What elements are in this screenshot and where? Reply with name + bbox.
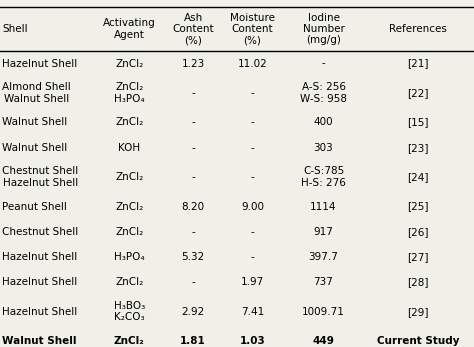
- Text: Peanut Shell: Peanut Shell: [2, 202, 67, 212]
- Text: References: References: [389, 24, 447, 34]
- Text: ZnCl₂: ZnCl₂: [115, 202, 143, 212]
- Text: -: -: [191, 143, 195, 153]
- Text: 1.81: 1.81: [180, 336, 206, 346]
- Text: [24]: [24]: [408, 172, 429, 182]
- Text: -: -: [191, 117, 195, 127]
- Text: 917: 917: [314, 227, 333, 237]
- Text: 8.20: 8.20: [182, 202, 205, 212]
- Text: C-S:785
H-S: 276: C-S:785 H-S: 276: [301, 167, 346, 188]
- Text: -: -: [251, 252, 254, 262]
- Text: KOH: KOH: [118, 143, 140, 153]
- Text: [21]: [21]: [408, 59, 429, 68]
- Text: [29]: [29]: [408, 307, 429, 317]
- Text: -: -: [251, 88, 254, 98]
- Text: Hazelnut Shell: Hazelnut Shell: [2, 278, 78, 287]
- Text: Hazelnut Shell: Hazelnut Shell: [2, 59, 78, 68]
- Text: 737: 737: [314, 278, 333, 287]
- Text: Hazelnut Shell: Hazelnut Shell: [2, 252, 78, 262]
- Text: -: -: [251, 227, 254, 237]
- Text: [23]: [23]: [408, 143, 429, 153]
- Text: 11.02: 11.02: [237, 59, 267, 68]
- Text: -: -: [191, 278, 195, 287]
- Text: H₃BO₃
K₂CO₃: H₃BO₃ K₂CO₃: [114, 301, 145, 322]
- Text: ZnCl₂: ZnCl₂: [115, 278, 143, 287]
- Text: ZnCl₂: ZnCl₂: [115, 59, 143, 68]
- Text: [28]: [28]: [408, 278, 429, 287]
- Text: 1.23: 1.23: [182, 59, 205, 68]
- Text: 1114: 1114: [310, 202, 337, 212]
- Text: Ash
Content
(%): Ash Content (%): [173, 13, 214, 45]
- Text: Activating
Agent: Activating Agent: [103, 18, 155, 40]
- Text: [25]: [25]: [408, 202, 429, 212]
- Text: Walnut Shell: Walnut Shell: [2, 143, 68, 153]
- Text: A-S: 256
W-S: 958: A-S: 256 W-S: 958: [300, 82, 347, 103]
- Text: Chestnut Shell
Hazelnut Shell: Chestnut Shell Hazelnut Shell: [2, 167, 79, 188]
- Text: [27]: [27]: [408, 252, 429, 262]
- Text: 1009.71: 1009.71: [302, 307, 345, 317]
- Text: Walnut Shell: Walnut Shell: [2, 117, 68, 127]
- Text: 1.03: 1.03: [239, 336, 265, 346]
- Text: 1.97: 1.97: [241, 278, 264, 287]
- Text: ZnCl₂
H₃PO₄: ZnCl₂ H₃PO₄: [114, 82, 145, 103]
- Text: 7.41: 7.41: [241, 307, 264, 317]
- Text: H₃PO₄: H₃PO₄: [114, 252, 145, 262]
- Text: -: -: [322, 59, 325, 68]
- Text: Walnut Shell: Walnut Shell: [2, 336, 77, 346]
- Text: Iodine
Number
(mg/g): Iodine Number (mg/g): [302, 13, 345, 45]
- Text: -: -: [251, 172, 254, 182]
- Text: 2.92: 2.92: [182, 307, 205, 317]
- Text: -: -: [251, 117, 254, 127]
- Text: -: -: [191, 172, 195, 182]
- Text: 397.7: 397.7: [309, 252, 338, 262]
- Text: Hazelnut Shell: Hazelnut Shell: [2, 307, 78, 317]
- Text: Shell: Shell: [2, 24, 28, 34]
- Text: 9.00: 9.00: [241, 202, 264, 212]
- Text: -: -: [251, 143, 254, 153]
- Text: [26]: [26]: [408, 227, 429, 237]
- Text: 400: 400: [314, 117, 333, 127]
- Text: -: -: [191, 227, 195, 237]
- Text: ZnCl₂: ZnCl₂: [115, 117, 143, 127]
- Text: [15]: [15]: [408, 117, 429, 127]
- Text: [22]: [22]: [408, 88, 429, 98]
- Text: ZnCl₂: ZnCl₂: [115, 172, 143, 182]
- Text: ZnCl₂: ZnCl₂: [115, 227, 143, 237]
- Text: Chestnut Shell: Chestnut Shell: [2, 227, 79, 237]
- Text: 5.32: 5.32: [182, 252, 205, 262]
- Text: -: -: [191, 88, 195, 98]
- Text: 303: 303: [314, 143, 333, 153]
- Text: Current Study: Current Study: [377, 336, 460, 346]
- Text: Almond Shell
Walnut Shell: Almond Shell Walnut Shell: [2, 82, 71, 103]
- Text: ZnCl₂: ZnCl₂: [114, 336, 145, 346]
- Text: Moisture
Content
(%): Moisture Content (%): [230, 13, 275, 45]
- Text: 449: 449: [312, 336, 335, 346]
